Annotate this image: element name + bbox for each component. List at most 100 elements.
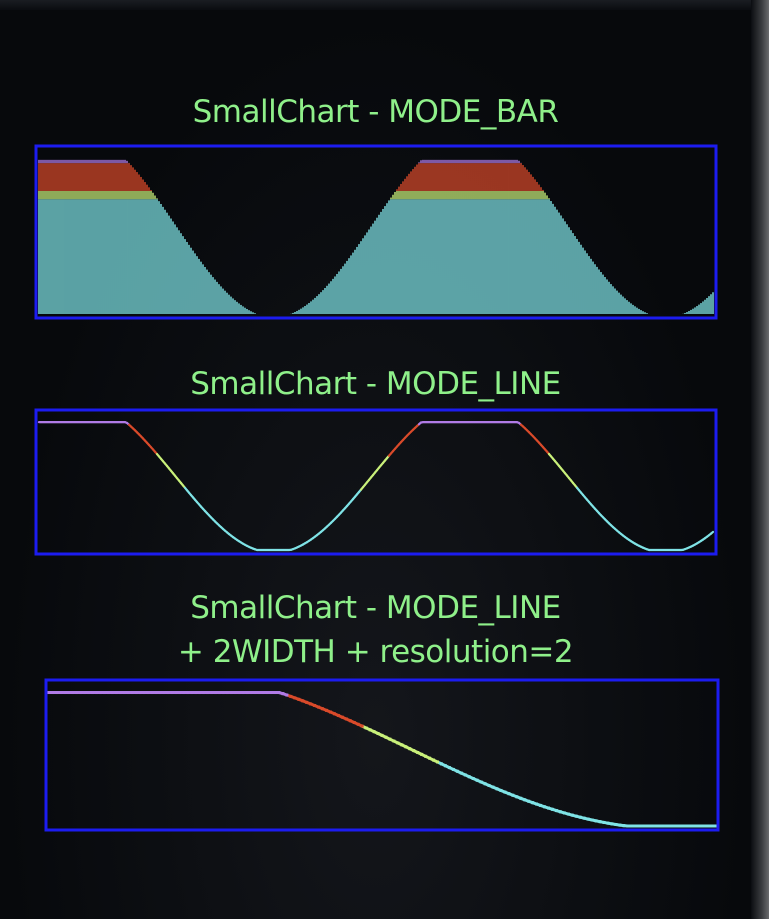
chart-3-point [634,824,638,828]
chart-3-point [297,697,301,701]
device-screen: SmallChart - MODE_BAR SmallChart - MODE_… [0,10,751,919]
chart-2-frame [34,408,718,556]
chart-3-point [713,824,717,828]
chart-3-point [79,691,83,695]
chart-3-point [134,691,138,695]
chart-3-point [87,691,91,695]
chart-3-point [590,818,594,822]
chart-3-point [483,782,487,786]
chart-3-point [249,691,253,695]
chart-3-point [198,691,202,695]
chart-3-point [336,713,340,717]
chart-3-point [689,824,693,828]
chart-3-point [348,719,352,723]
chart-3-point [110,691,114,695]
chart-3-point [428,756,432,760]
chart-3-point [301,699,305,703]
chart-3-point [313,703,317,707]
chart-3-point [447,766,451,770]
chart-3-point [380,733,384,737]
chart-3-point [154,691,158,695]
chart-3-point [547,806,550,810]
chart-3-point [63,691,67,695]
chart-3-point [51,691,55,695]
chart-3-point [527,799,531,803]
chart-3-point [91,691,95,695]
chart-3-point [388,737,392,741]
chart-3-point [523,798,527,802]
chart-3-point [55,691,59,695]
chart-3-point [511,793,515,797]
chart-1-title: SmallChart - MODE_BAR [192,94,559,130]
chart-3-point [182,691,186,695]
chart-3-point [467,775,471,779]
chart-3-point [332,712,336,716]
chart-3-point [186,691,190,695]
chart-3-point [106,691,110,695]
chart-3-point [622,824,626,828]
chart-3-point [400,743,404,747]
chart-3-point [420,752,424,756]
chart-3-point [650,824,654,828]
chart-3-point [701,824,705,828]
chart-3-point [114,691,118,695]
chart-3-point [432,758,436,762]
chart-3-point [214,691,217,695]
device-bezel-top [0,0,769,10]
chart-3-point [190,691,194,695]
chart-3-point [463,773,467,777]
chart-3-point [253,691,257,695]
chart-3-point [126,691,130,695]
chart-3-point [507,792,511,796]
chart-3-point [368,728,372,732]
chart-3-point [257,691,261,695]
chart-3-point [554,809,558,813]
chart-3-point [416,750,420,754]
chart-3-point [661,824,665,828]
chart-3-point [194,691,198,695]
chart-3-point [118,691,122,695]
chart-3-point [83,691,87,695]
chart-3-point [245,691,249,695]
chart-3-point [360,724,364,728]
device-bezel-right [751,0,769,919]
chart-3-point [269,691,273,695]
chart-3-point [392,739,396,743]
chart-3-point [665,824,669,828]
chart-3-point [495,787,499,791]
chart-2-line-segment [709,530,715,535]
chart-3-point [681,824,685,828]
chart-3-point [138,691,142,695]
chart-3-point [535,802,539,806]
chart-3-point [658,824,661,828]
chart-3-point [614,823,618,827]
chart-3-point [170,691,174,695]
chart-3-point [396,741,400,745]
chart-3-point [638,824,642,828]
chart-3-point [221,691,225,695]
chart-3-point [646,824,650,828]
chart-3-point [142,691,146,695]
chart-3-point [281,692,285,696]
chart-3-point [558,810,562,814]
chart-3-point [229,691,233,695]
chart-3-point [210,691,214,695]
chart-3-frame [44,678,720,832]
chart-3-point [103,691,106,695]
chart-3-point [654,824,658,828]
chart-3-point [539,803,543,807]
chart-3-point [693,824,697,828]
chart-3-point [515,795,519,799]
chart-3-point [439,762,443,766]
chart-3-point [630,824,634,828]
chart-3-point [626,824,630,828]
chart-3-title: SmallChart - MODE_LINE [190,590,561,626]
chart-3-point [130,691,134,695]
chart-3-point [436,760,439,764]
chart-3-point [475,778,479,782]
chart-3-point [384,735,388,739]
chart-3-point [122,691,126,695]
chart-3-point [562,811,566,815]
chart-3-point [697,824,701,828]
chart-3-point [47,691,51,695]
